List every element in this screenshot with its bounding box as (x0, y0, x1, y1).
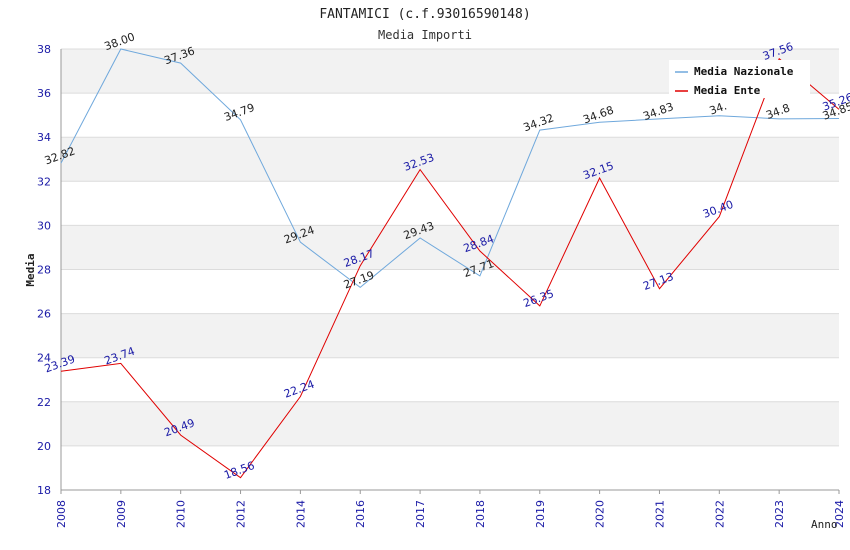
x-tick-label: 2018 (474, 500, 487, 528)
x-tick-label: 2017 (414, 500, 427, 528)
series-line-media-nazionale (60, 48, 840, 289)
x-tick-label: 2019 (534, 500, 547, 528)
x-tick-label: 2010 (175, 500, 188, 528)
y-tick-label: 28 (37, 264, 51, 277)
legend-label-media-nazionale: Media Nazionale (694, 65, 794, 78)
grid-band (61, 225, 839, 270)
axes (60, 49, 840, 494)
x-tick-label: 2020 (594, 500, 607, 528)
x-tick-label: 2008 (55, 500, 68, 528)
x-tick-label: 2012 (235, 500, 248, 528)
legend-label-media-ente: Media Ente (694, 84, 761, 97)
y-tick-label: 32 (37, 175, 51, 188)
y-tick-label: 36 (37, 87, 51, 100)
grid-band (61, 401, 839, 446)
legend: Media Nazionale Media Ente (669, 60, 810, 98)
y-tick-label: 26 (37, 308, 51, 321)
grid-band (61, 313, 839, 358)
data-label-media-nazionale: 34. (708, 99, 729, 117)
chart-subtitle: Media Importi (378, 28, 472, 42)
legend-box (669, 60, 810, 98)
x-tick-label: 2023 (773, 500, 786, 528)
x-tick-label: 2021 (653, 500, 666, 528)
x-tick-label: 2024 (833, 500, 846, 528)
y-axis-label: Media (24, 253, 37, 286)
x-tick-label: 2016 (354, 500, 367, 528)
y-tick-label: 30 (37, 219, 51, 232)
y-tick-labels: 18 20 22 24 26 28 30 32 34 36 38 (37, 43, 51, 497)
x-tick-labels: 2008 2009 2010 2012 2014 2016 2017 2018 2019 2020… (55, 500, 846, 528)
y-tick-label: 34 (37, 131, 51, 144)
x-tick-label: 2014 (294, 500, 307, 528)
y-tick-label: 22 (37, 396, 51, 409)
y-tick-label: 24 (37, 352, 51, 365)
series-line-media-ente (60, 57, 840, 479)
chart-title: FANTAMICI (c.f.93016590148) (319, 7, 530, 22)
x-tick-label: 2022 (713, 500, 726, 528)
y-tick-label: 18 (37, 484, 51, 497)
y-tick-label: 38 (37, 43, 51, 56)
grid-band (61, 137, 839, 182)
series-lines (60, 48, 840, 479)
x-tick-label: 2009 (115, 500, 128, 528)
x-axis-label: Anno (811, 518, 838, 531)
y-tick-label: 20 (37, 440, 51, 453)
